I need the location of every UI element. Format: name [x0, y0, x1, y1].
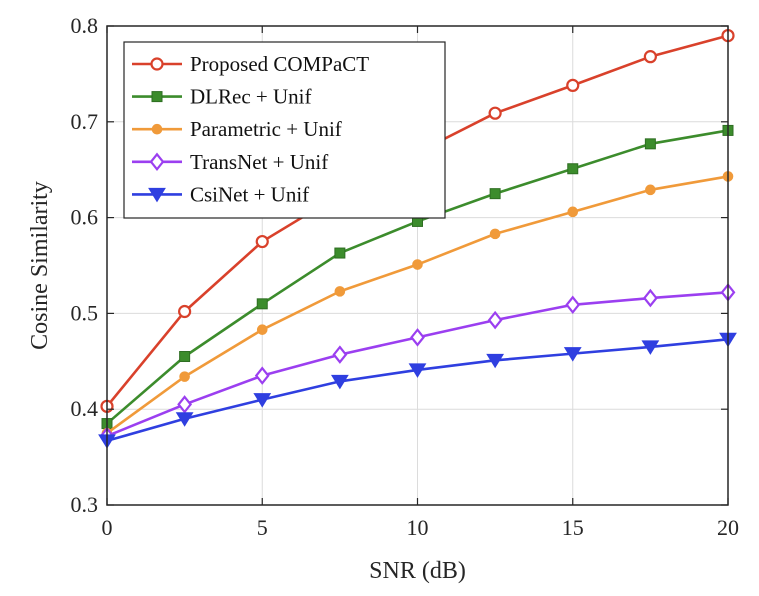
data-point: [645, 184, 656, 196]
legend-item: DLRec + Unif: [132, 85, 311, 109]
series-csinet-unif: [98, 332, 737, 449]
data-point: [330, 374, 349, 390]
legend-marker: [149, 152, 165, 172]
data-point: [256, 324, 268, 335]
data-point: [567, 163, 579, 175]
x-axis-label: SNR (dB): [369, 558, 466, 584]
data-point: [567, 206, 579, 218]
legend-label: Parametric + Unif: [190, 117, 342, 141]
legend-label: DLRec + Unif: [190, 85, 311, 109]
y-tick-label: 0.6: [71, 205, 99, 230]
x-tick-label: 20: [717, 515, 739, 540]
data-point: [256, 298, 268, 310]
data-point: [179, 371, 190, 382]
legend: Proposed COMPaCT DLRec + Unif Parametric +…: [123, 41, 446, 219]
data-point: [255, 234, 269, 249]
legend-marker: [151, 123, 163, 135]
legend-marker: [148, 187, 166, 203]
data-point: [565, 295, 581, 315]
data-point: [253, 393, 272, 408]
legend-item: Proposed COMPaCT: [132, 52, 369, 76]
data-point: [642, 288, 658, 308]
legend-marker: [150, 57, 164, 71]
data-point: [489, 228, 501, 240]
axis-ticks: 0 5 10 15 20 0.3 0.4 0.5 0.6 0.7 0.8: [71, 13, 740, 540]
legend-item: Parametric + Unif: [132, 117, 342, 141]
data-point: [641, 340, 660, 355]
x-tick-label: 0: [102, 515, 113, 540]
data-point: [410, 328, 425, 347]
data-point: [412, 259, 423, 270]
data-point: [563, 347, 582, 362]
legend-item: CsiNet + Unif: [132, 182, 309, 206]
data-point: [332, 345, 348, 364]
legend-item: TransNet + Unif: [132, 150, 328, 174]
data-point: [488, 106, 502, 120]
legend-label: CsiNet + Unif: [190, 182, 309, 206]
y-tick-label: 0.5: [71, 300, 99, 325]
data-point: [489, 188, 501, 200]
x-tick-label: 15: [562, 515, 584, 540]
data-point: [334, 247, 346, 259]
y-tick-label: 0.3: [71, 492, 99, 517]
legend-marker: [151, 91, 163, 103]
data-point: [254, 366, 270, 385]
y-tick-label: 0.7: [71, 109, 99, 134]
data-point: [179, 351, 191, 363]
data-point: [178, 304, 192, 319]
y-axis-label: Cosine Similarity: [27, 181, 53, 350]
data-point: [566, 78, 580, 92]
data-point: [487, 310, 503, 330]
data-point: [334, 286, 346, 297]
x-tick-label: 10: [407, 515, 429, 540]
y-tick-label: 0.4: [71, 396, 99, 421]
data-point: [408, 363, 427, 378]
data-point: [177, 395, 193, 414]
data-point: [643, 50, 657, 64]
data-point: [486, 353, 505, 369]
x-tick-label: 5: [257, 515, 268, 540]
legend-label: Proposed COMPaCT: [190, 52, 369, 76]
data-point: [175, 412, 194, 427]
legend-label: TransNet + Unif: [190, 150, 328, 174]
y-tick-label: 0.8: [71, 13, 99, 38]
data-point: [644, 138, 656, 150]
